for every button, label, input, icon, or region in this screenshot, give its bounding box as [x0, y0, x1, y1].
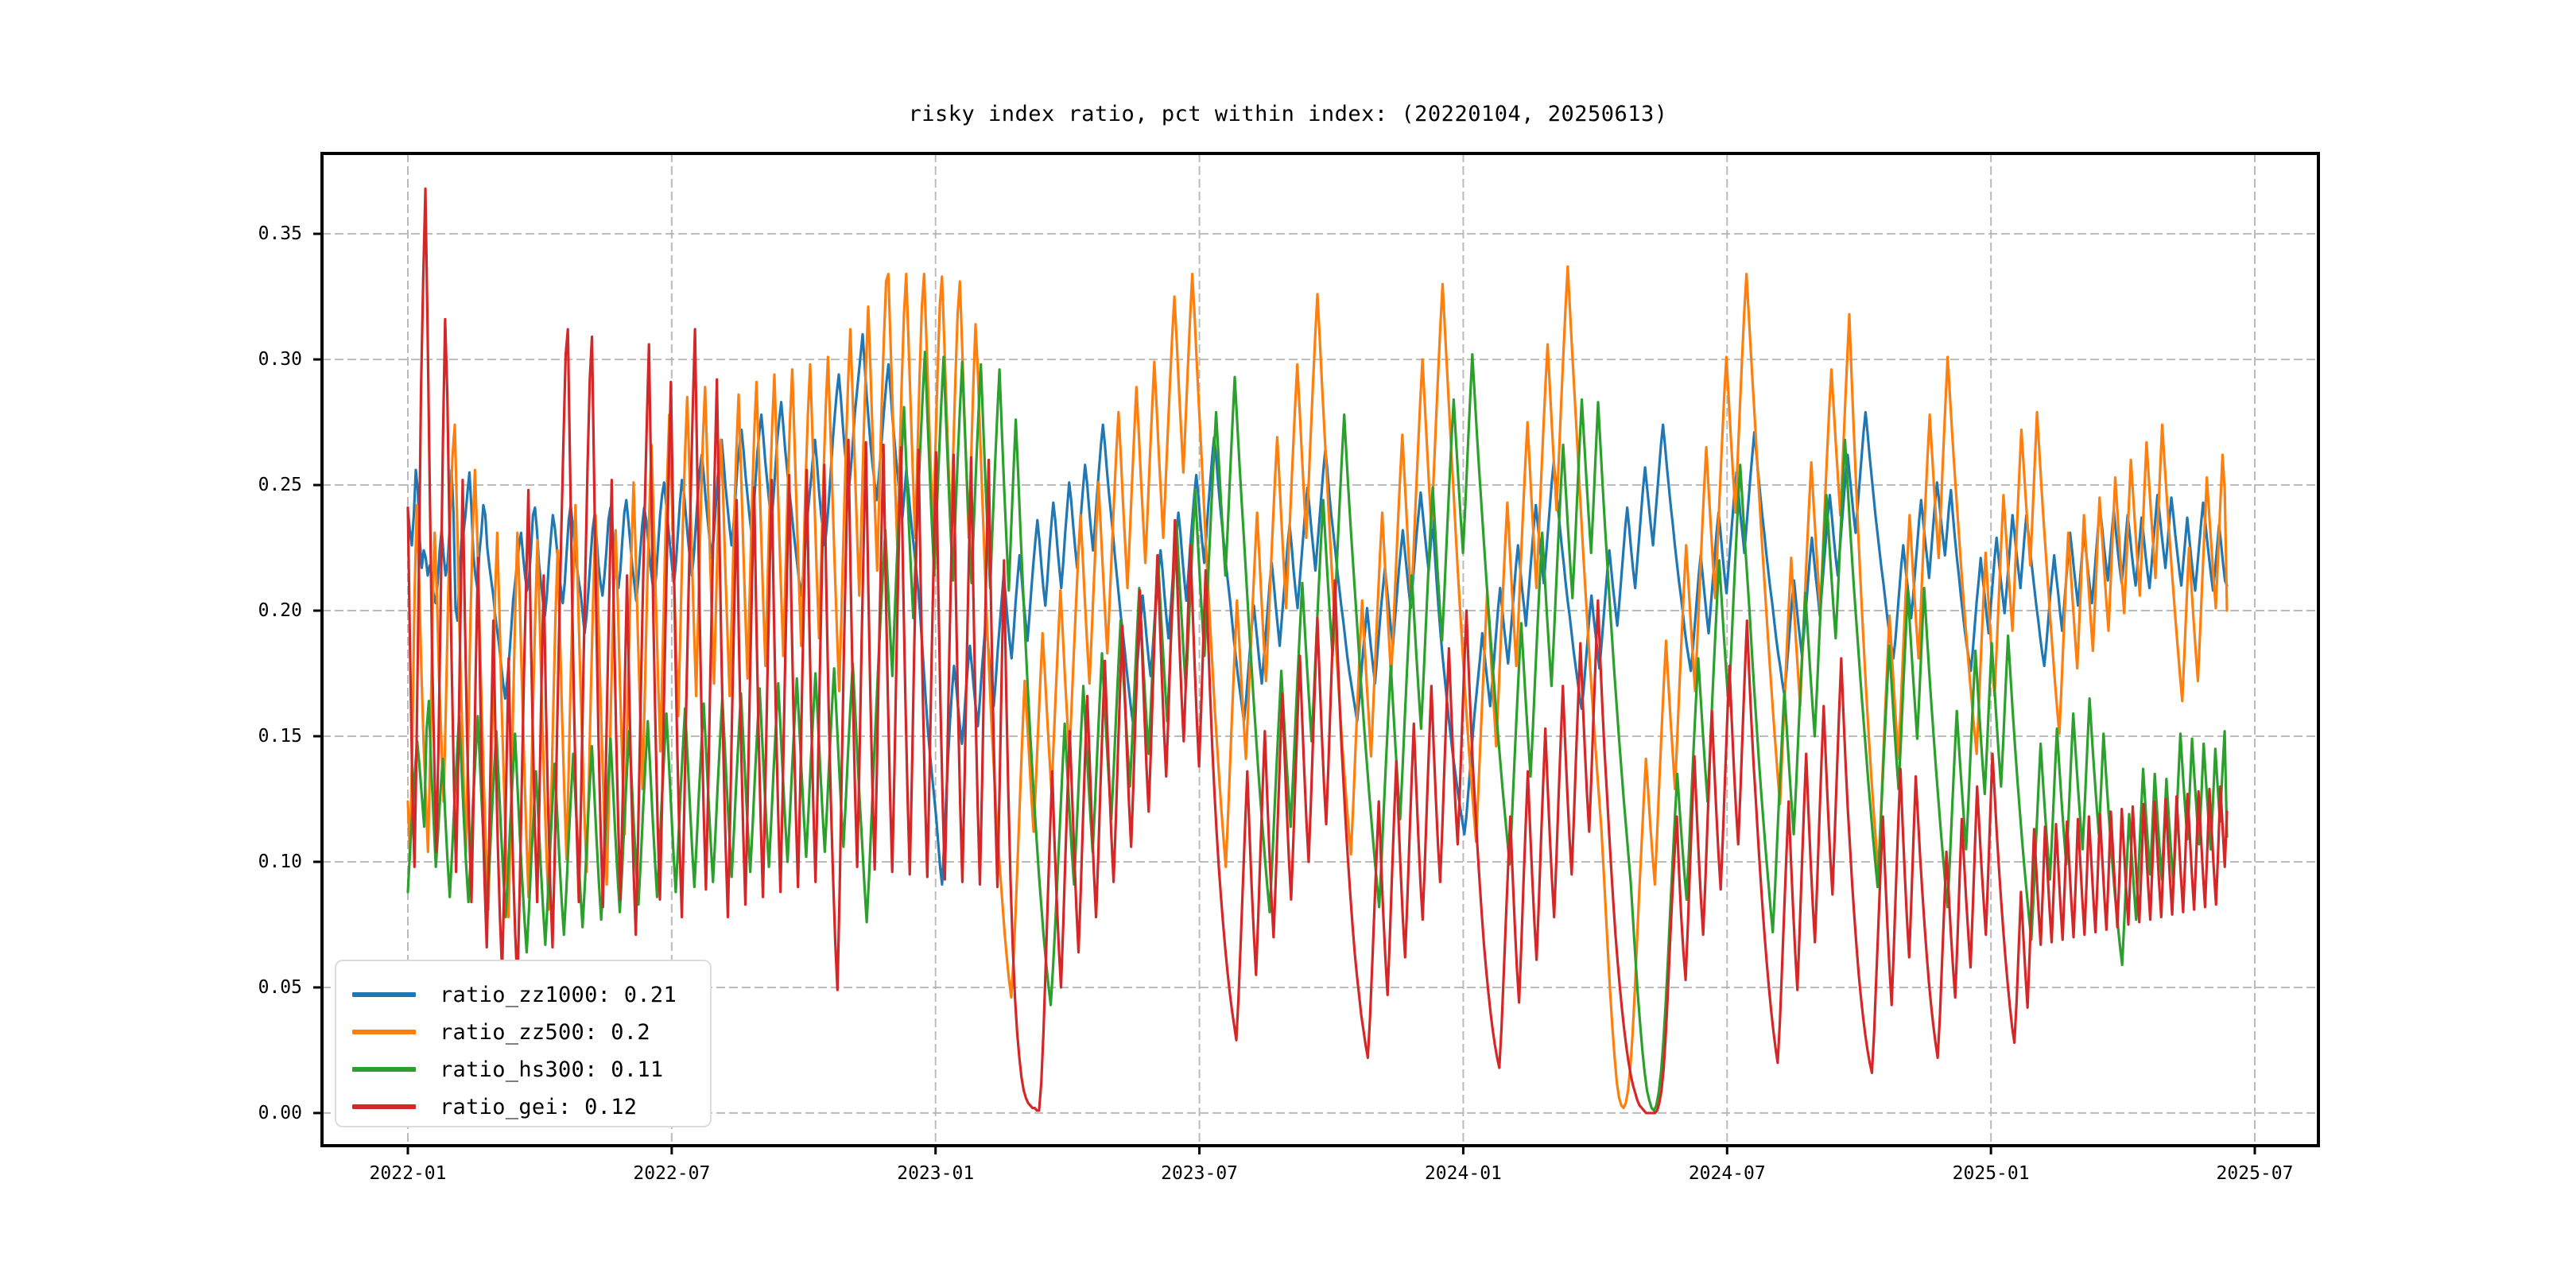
series-line-ratio_hs300 — [406, 351, 2229, 1112]
tick-marks — [313, 232, 2256, 1154]
y-tick-label: 0.15 — [258, 726, 302, 747]
x-tick-label: 2022-07 — [633, 1163, 711, 1184]
x-tick-label: 2024-07 — [1688, 1163, 1766, 1184]
x-tick-label: 2024-01 — [1424, 1163, 1502, 1184]
legend-entry-ratio_zz500[interactable]: ratio_zz500: 0.2 — [352, 1016, 650, 1048]
y-tick-label: 0.30 — [258, 349, 302, 370]
y-tick-label: 0.10 — [258, 851, 302, 872]
series-layer — [406, 187, 2229, 1115]
legend-swatch-ratio_hs300 — [352, 1067, 416, 1072]
legend-label-ratio_zz1000: ratio_zz1000: 0.21 — [440, 982, 677, 1007]
x-tick-label: 2025-01 — [1952, 1163, 2030, 1184]
y-tick-label: 0.05 — [258, 976, 302, 998]
x-tick-label: 2022-01 — [369, 1163, 447, 1184]
x-tick-label: 2023-01 — [897, 1163, 975, 1184]
legend-label-ratio_gei: ratio_gei: 0.12 — [440, 1094, 638, 1119]
legend-swatch-ratio_gei — [352, 1104, 416, 1109]
y-tick-label: 0.35 — [258, 223, 302, 245]
series-line-ratio_gei — [406, 187, 2229, 1115]
legend-label-ratio_zz500: ratio_zz500: 0.2 — [440, 1019, 650, 1045]
legend-entry-ratio_hs300[interactable]: ratio_hs300: 0.11 — [352, 1053, 663, 1085]
y-tick-label: 0.00 — [258, 1102, 302, 1123]
legend-entry-ratio_gei[interactable]: ratio_gei: 0.12 — [352, 1091, 637, 1123]
x-tick-label: 2025-07 — [2216, 1163, 2294, 1184]
y-tick-label: 0.25 — [258, 475, 302, 496]
axes-spines — [320, 152, 2320, 1147]
legend-entry-ratio_zz1000[interactable]: ratio_zz1000: 0.21 — [352, 979, 677, 1011]
axes-frame — [320, 152, 2320, 1147]
legend-swatch-ratio_zz500 — [352, 1030, 416, 1034]
legend-swatch-ratio_zz1000 — [352, 992, 416, 997]
chart-legend[interactable]: ratio_zz1000: 0.21 ratio_zz500: 0.2 ratio_… — [335, 960, 712, 1127]
x-tick-label: 2023-07 — [1161, 1163, 1239, 1184]
legend-label-ratio_hs300: ratio_hs300: 0.11 — [440, 1057, 664, 1082]
y-tick-label: 0.20 — [258, 600, 302, 622]
page-title: risky index ratio, pct within index: (20… — [908, 102, 1668, 126]
